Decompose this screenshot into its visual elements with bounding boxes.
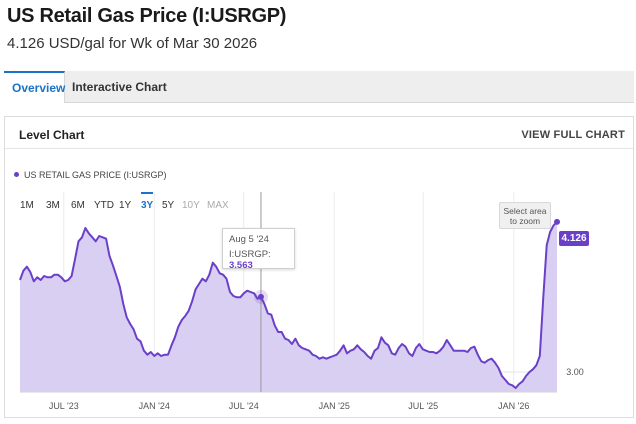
- tab-interactive-chart[interactable]: Interactive Chart: [72, 80, 167, 94]
- range-ytd[interactable]: YTD: [94, 200, 114, 211]
- range-3m[interactable]: 3M: [46, 200, 60, 211]
- legend-label: US RETAIL GAS PRICE (I:USRGP): [24, 170, 167, 180]
- tooltip-value: 3.563: [229, 260, 253, 271]
- tooltip-date: Aug 5 '24: [229, 234, 269, 245]
- tab-overview[interactable]: Overview: [4, 71, 65, 103]
- x-tick-label: JUL '24: [229, 401, 259, 411]
- x-tick-label: JAN '25: [319, 401, 350, 411]
- zoom-line-1: Select area: [503, 206, 547, 216]
- chart-tooltip: Aug 5 '24 I:USRGP: 3.563: [222, 228, 295, 271]
- y-tick-label: 3.00: [566, 367, 584, 377]
- range-3y[interactable]: 3Y: [141, 192, 154, 211]
- tooltip-series: I:USRGP:: [229, 249, 271, 260]
- select-area-zoom-button[interactable]: Select area to zoom: [499, 202, 551, 229]
- legend-marker: [14, 172, 19, 178]
- x-tick-label: JUL '23: [49, 401, 79, 411]
- hover-point: [257, 293, 264, 300]
- panel-title: Level Chart: [19, 128, 85, 142]
- range-10y[interactable]: 10Y: [182, 200, 200, 211]
- range-max[interactable]: MAX: [207, 200, 229, 211]
- range-5y[interactable]: 5Y: [162, 200, 175, 211]
- page-subtitle: 4.126 USD/gal for Wk of Mar 30 2026: [7, 35, 258, 52]
- last-value-badge: 4.126: [559, 231, 589, 246]
- range-1m[interactable]: 1M: [20, 200, 34, 211]
- x-tick-label: JUL '25: [408, 401, 438, 411]
- last-point: [554, 218, 560, 225]
- x-tick-label: JAN '26: [498, 401, 529, 411]
- range-1y[interactable]: 1Y: [119, 200, 132, 211]
- view-full-chart-link[interactable]: VIEW FULL CHART: [521, 129, 625, 141]
- zoom-line-2: to zoom: [509, 216, 541, 226]
- tab-bar: Overview Interactive Chart: [4, 71, 634, 103]
- x-tick-label: JAN '24: [139, 401, 170, 411]
- panel-header: Level Chart VIEW FULL CHART: [5, 117, 633, 149]
- range-6m[interactable]: 6M: [71, 200, 85, 211]
- chart-legend[interactable]: US RETAIL GAS PRICE (I:USRGP): [14, 170, 167, 180]
- page-title: US Retail Gas Price (I:USRGP): [7, 5, 287, 27]
- series-line: [19, 221, 558, 389]
